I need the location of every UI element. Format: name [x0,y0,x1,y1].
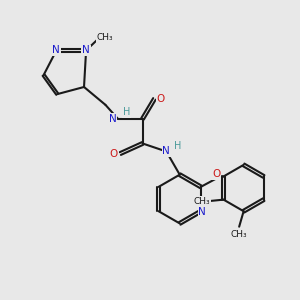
Text: N: N [163,146,170,157]
Text: N: N [198,207,206,217]
Text: O: O [157,94,165,104]
Text: N: N [52,45,60,56]
Text: N: N [82,45,90,56]
Text: CH₃: CH₃ [194,196,211,206]
Text: H: H [174,140,181,151]
Text: CH₃: CH₃ [231,230,247,238]
Text: H: H [122,107,130,117]
Text: O: O [110,148,118,159]
Text: N: N [109,114,116,124]
Text: CH₃: CH₃ [97,33,113,42]
Text: O: O [212,169,220,179]
